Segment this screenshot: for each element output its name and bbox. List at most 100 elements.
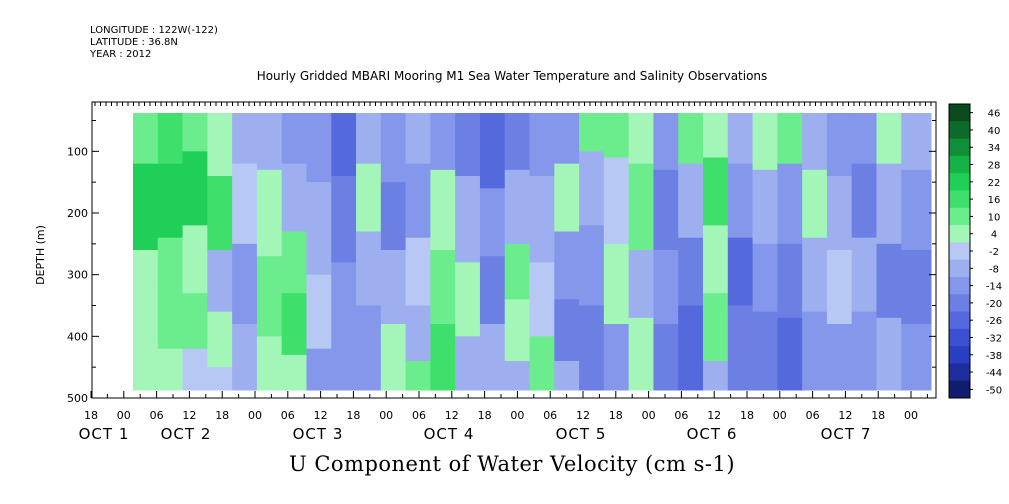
heatmap-cell (356, 163, 382, 232)
heatmap-cell (380, 250, 407, 325)
heatmap-cell (678, 237, 704, 306)
heatmap-cell (802, 311, 828, 391)
colorbar-swatch (949, 242, 970, 261)
heatmap-cell (653, 250, 679, 325)
colorbar-swatch (949, 104, 970, 122)
x-hour-label: 00 (510, 409, 524, 422)
x-hour-label: 06 (543, 409, 557, 422)
heatmap-cell (133, 336, 159, 391)
x-date-label: OCT 5 (556, 425, 607, 443)
y-axis-label: DEPTH (m) (34, 225, 47, 285)
colorbar-swatch (949, 380, 970, 399)
x-hour-label: 18 (871, 409, 885, 422)
heatmap-cell (133, 250, 159, 337)
heatmap-cell (554, 361, 580, 391)
heatmap-cell (430, 113, 456, 171)
heatmap-cell (752, 243, 778, 313)
x-date-label: OCT 7 (821, 425, 872, 443)
x-hour-label: 12 (182, 409, 196, 422)
heatmap-cell (157, 287, 184, 350)
heatmap-cell (603, 113, 630, 158)
heatmap-cell (752, 113, 778, 171)
x-hour-label: 00 (379, 409, 393, 422)
colorbar-swatch (949, 173, 970, 191)
heatmap-cell (157, 113, 184, 165)
x-hour-label: 00 (642, 409, 656, 422)
heatmap-cell (405, 163, 431, 239)
y-tick-label: 100 (67, 145, 88, 158)
heatmap-cell (703, 361, 729, 391)
colorbar-label: -8 (989, 264, 999, 275)
heatmap-cell (653, 113, 679, 171)
heatmap-cell (207, 113, 233, 177)
heatmap-cell (405, 113, 431, 165)
heatmap-cell (727, 163, 754, 239)
heatmap-cell (479, 256, 506, 325)
heatmap-cell (306, 348, 332, 391)
heatmap-cell (306, 274, 332, 350)
heatmap-cell (504, 243, 531, 300)
x-hour-label: 18 (346, 409, 360, 422)
heatmap-cell (777, 113, 803, 165)
colorbar-label: -26 (986, 316, 1002, 327)
y-tick-label: 500 (67, 392, 88, 405)
heatmap-cell (182, 348, 208, 391)
colorbar-label: -20 (986, 299, 1002, 310)
x-hour-label: 18 (215, 409, 229, 422)
heatmap-cell (356, 305, 382, 391)
heatmap-cell (430, 250, 456, 325)
x-hour-label: 06 (412, 409, 426, 422)
colorbar-label: 4 (991, 230, 997, 241)
heatmap-cell (703, 113, 729, 158)
heatmap-cell (430, 324, 456, 391)
plot-frame (91, 101, 937, 399)
x-hour-label: 06 (281, 409, 295, 422)
heatmap-cell (876, 243, 902, 319)
heatmap-cell (554, 113, 580, 165)
longitude-label: LONGITUDE : 122W(-122) (90, 25, 218, 36)
x-hour-label: 00 (248, 409, 262, 422)
colorbar-label: 10 (988, 212, 1001, 223)
heatmap-cell (603, 243, 630, 325)
heatmap-cell (405, 237, 431, 306)
heatmap-cell (901, 324, 932, 391)
heatmap-cells (133, 113, 932, 391)
heatmap-cell (504, 113, 531, 171)
heatmap-cell (207, 176, 233, 251)
heatmap-cell (901, 169, 932, 251)
colorbar-label: 46 (988, 109, 1001, 120)
heatmap-cell (703, 157, 729, 226)
colorbar-swatch (949, 225, 970, 243)
heatmap-cell (281, 113, 307, 165)
heatmap-cell (504, 361, 531, 391)
heatmap-cell (752, 311, 778, 391)
colorbar-label: -32 (986, 333, 1002, 344)
heatmap-cell (703, 293, 729, 362)
heatmap-cell (727, 305, 754, 391)
heatmap-cell (727, 113, 754, 165)
heatmap-cell (182, 113, 208, 152)
x-hour-label: 12 (576, 409, 590, 422)
x-hour-label: 00 (773, 409, 787, 422)
heatmap-cell (802, 169, 828, 239)
x-date-label: OCT 1 (79, 425, 130, 443)
heatmap-cell (356, 231, 382, 306)
heatmap-cell (182, 293, 208, 350)
heatmap-cell (331, 262, 357, 337)
colorbar-label: 28 (988, 161, 1001, 172)
colorbar-swatch (949, 121, 970, 139)
heatmap-cell (256, 113, 283, 171)
heatmap-cell (405, 361, 431, 391)
heatmap-cell (851, 113, 877, 165)
heatmap-cell (777, 317, 803, 391)
colorbar: 46 40 34 28 22 16 10 4 -2 -8 -14 -20 -26 -32 -38 -44 -50 (948, 103, 1002, 399)
heatmap-cell (331, 336, 357, 391)
heatmap-cell (256, 336, 283, 391)
heatmap-cell (901, 250, 932, 325)
x-hour-label: 18 (478, 409, 492, 422)
heatmap-cell (232, 163, 258, 245)
heatmap-cell (356, 113, 382, 165)
heatmap-cell (207, 367, 233, 391)
heatmap-cell (579, 305, 605, 391)
